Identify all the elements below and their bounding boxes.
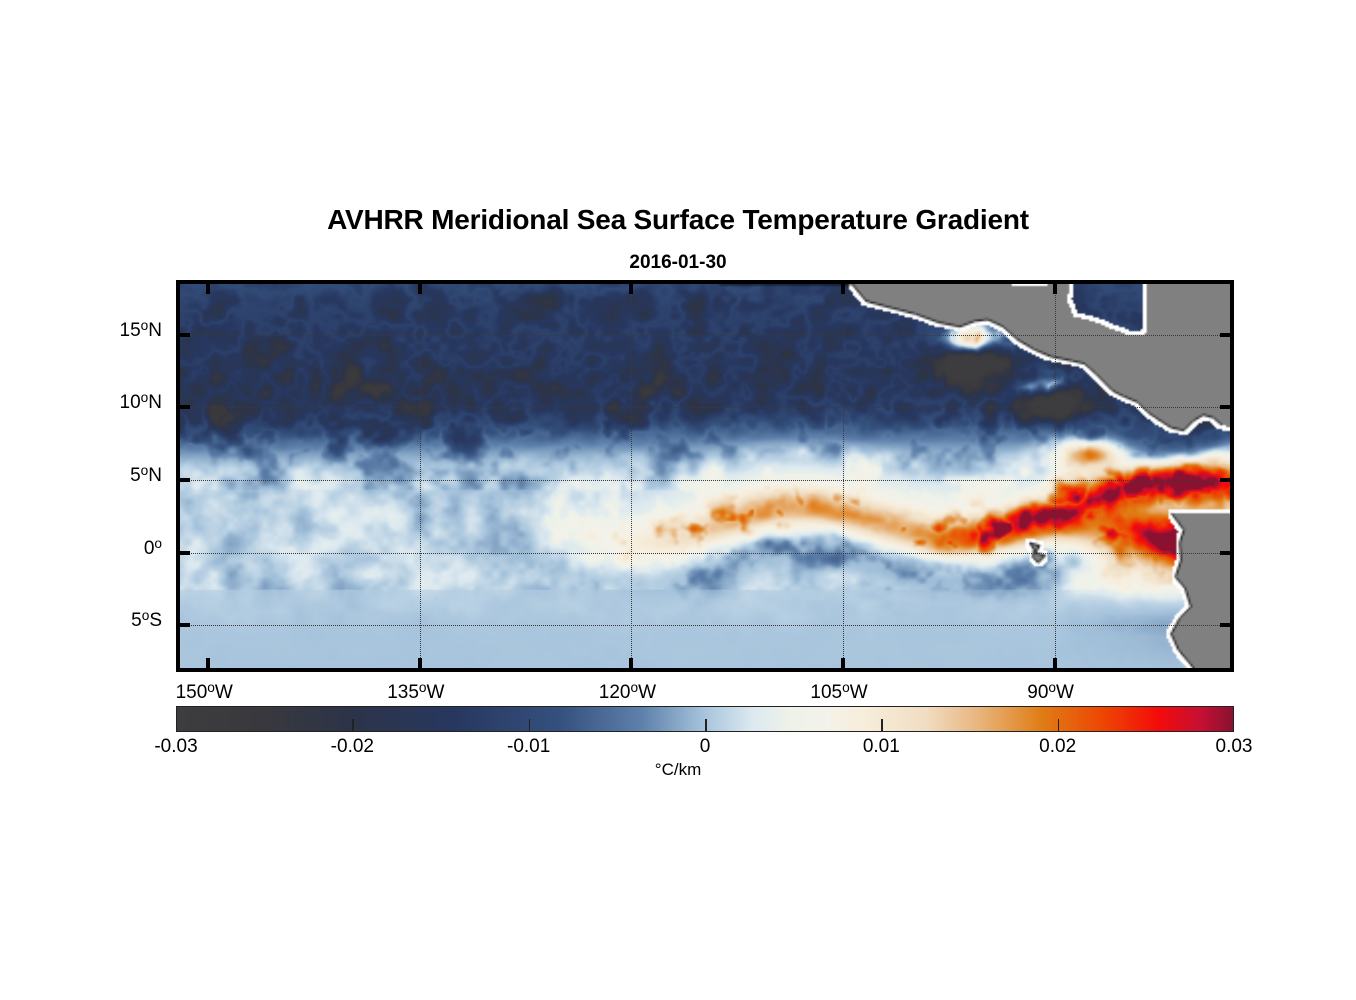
tick-y-0 — [180, 332, 190, 337]
x-tick-label-3: 105oW — [810, 680, 868, 704]
tick-y-right-3 — [1220, 550, 1230, 555]
colorbar-unit-label: °C/km — [654, 760, 702, 779]
colorbar-label-6: 0.03 — [1215, 736, 1253, 757]
tick-y-right-2 — [1220, 478, 1230, 482]
colorbar-label-5: 0.02 — [1039, 736, 1077, 757]
tick-x-top-1 — [417, 284, 422, 294]
y-tick-label-1: 10oN — [119, 390, 162, 414]
colorbar-label-0: -0.03 — [154, 736, 198, 757]
y-tick-label-3: 0o — [143, 535, 162, 559]
tick-y-right-4 — [1220, 623, 1230, 628]
colorbar-tick-1 — [352, 719, 354, 732]
tick-x-4 — [1052, 658, 1057, 668]
colorbar-tick-4 — [881, 719, 883, 732]
x-tick-label-1: 135oW — [387, 680, 445, 704]
x-tick-label-0: 150oW — [175, 680, 233, 704]
y-tick-label-2: 5oN — [130, 463, 162, 487]
tick-x-top-3 — [841, 284, 845, 294]
tick-y-2 — [180, 478, 190, 482]
colorbar-label-2: -0.01 — [507, 736, 551, 757]
colorbar-label-1: -0.02 — [330, 736, 374, 757]
map-axes — [176, 280, 1234, 672]
tick-x-0 — [206, 658, 211, 668]
tick-y-right-1 — [1220, 405, 1230, 410]
tick-x-1 — [417, 658, 422, 668]
tick-y-1 — [180, 405, 190, 410]
tick-x-top-2 — [629, 284, 634, 294]
tick-y-right-0 — [1220, 332, 1230, 337]
tick-x-2 — [629, 658, 634, 668]
figure-title: AVHRR Meridional Sea Surface Temperature… — [327, 204, 1029, 235]
tick-x-top-0 — [206, 284, 211, 294]
tick-x-3 — [841, 658, 845, 668]
tick-y-3 — [180, 550, 190, 555]
y-tick-label-4: 5oS — [131, 608, 162, 632]
colorbar-tick-2 — [528, 719, 531, 732]
sst-gradient-heatmap — [180, 284, 1230, 668]
colorbar-label-3: 0 — [699, 736, 711, 757]
tick-x-top-4 — [1052, 284, 1057, 294]
x-tick-label-4: 90oW — [1027, 680, 1074, 704]
colorbar-tick-5 — [1057, 719, 1060, 732]
tick-y-4 — [180, 623, 190, 628]
figure-subtitle: 2016-01-30 — [629, 252, 727, 273]
colorbar-label-4: 0.01 — [862, 736, 900, 757]
x-tick-label-2: 120oW — [598, 680, 657, 704]
colorbar-tick-3 — [705, 719, 707, 732]
y-tick-label-0: 15oN — [119, 317, 162, 341]
